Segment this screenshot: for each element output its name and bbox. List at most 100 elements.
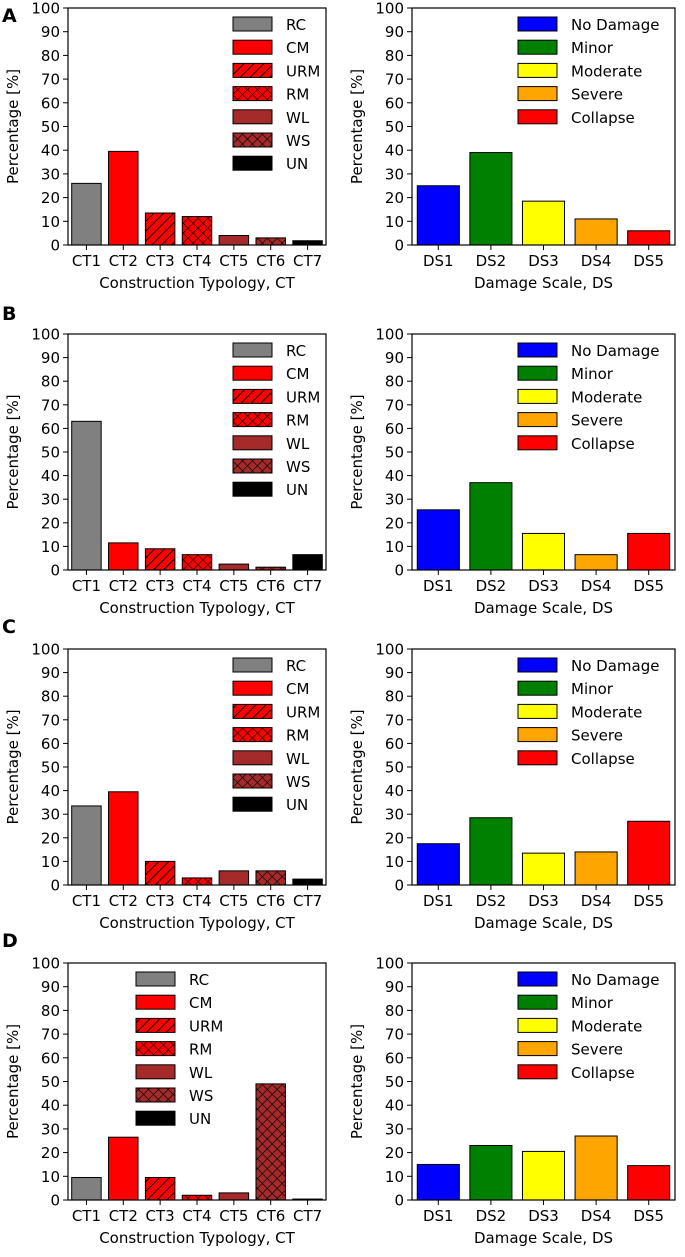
y-tick-label: 60 xyxy=(41,420,60,438)
x-tick-label: DS5 xyxy=(633,892,664,910)
bar-ds4 xyxy=(574,218,618,246)
chart-c-construction: 0 10 20 30 40 50 60 70 80 90 100 CT1 CT2 CT3 CT4 CT5 CT6… xyxy=(4,641,327,932)
x-axis-label: Construction Typology, CT xyxy=(99,1229,295,1247)
x-tick-label: DS2 xyxy=(476,252,507,270)
legend-label: Moderate xyxy=(571,388,642,406)
legend-label: URM xyxy=(286,62,320,80)
bar-ds5 xyxy=(627,532,671,571)
x-axis-label: Damage Scale, DS xyxy=(474,914,613,932)
legend-label: WL xyxy=(286,109,310,127)
x-tick-label: CT3 xyxy=(146,577,175,595)
legend-swatch xyxy=(232,86,273,102)
y-tick-label: 100 xyxy=(375,955,404,973)
legend-label: URM xyxy=(189,1017,223,1035)
legend-swatch xyxy=(135,1087,176,1103)
x-tick-label: DS5 xyxy=(633,577,664,595)
chart-d-construction: 0 10 20 30 40 50 60 70 80 90 100 CT1 CT2 CT3 CT4 CT5 CT6… xyxy=(4,955,327,1247)
legend-label: RC xyxy=(286,342,306,360)
y-tick-label: 70 xyxy=(385,71,404,89)
legend-swatch xyxy=(232,39,273,55)
y-tick-label: 90 xyxy=(41,978,60,996)
x-tick-label: CT2 xyxy=(109,892,138,910)
plot-frame xyxy=(67,648,327,886)
y-tick-label: 50 xyxy=(385,759,404,777)
x-tick-label: CT1 xyxy=(72,1207,101,1225)
y-tick-label: 70 xyxy=(41,1026,60,1044)
y-tick-label: 30 xyxy=(41,165,60,183)
y-tick-label: 10 xyxy=(385,213,404,231)
y-axis-label: Percentage [%] xyxy=(4,1024,22,1139)
x-tick-label: CT7 xyxy=(293,892,322,910)
legend-swatch xyxy=(517,86,558,102)
legend-swatch xyxy=(135,1110,176,1126)
y-tick-label: 70 xyxy=(41,396,60,414)
legend-swatch xyxy=(232,773,273,789)
legend-label: Severe xyxy=(571,412,623,430)
legend-swatch xyxy=(517,365,558,381)
panel-letter-b: B xyxy=(2,303,16,325)
legend-label: Severe xyxy=(571,86,623,104)
plot-frame xyxy=(411,962,676,1201)
legend-label: WS xyxy=(286,773,310,791)
y-tick-label: 50 xyxy=(41,759,60,777)
y-tick-label: 0 xyxy=(394,877,404,895)
legend-swatch xyxy=(232,796,273,812)
y-tick-label: 50 xyxy=(41,1073,60,1091)
legend-label: RM xyxy=(189,1041,212,1059)
legend-swatch xyxy=(135,1041,176,1057)
x-tick-label: CT6 xyxy=(256,892,285,910)
legend-label: No Damage xyxy=(571,971,659,989)
legend-swatch xyxy=(517,62,558,78)
x-axis-label: Construction Typology, CT xyxy=(99,599,295,617)
legend-label: RC xyxy=(286,657,306,675)
x-tick-label: DS3 xyxy=(528,252,559,270)
y-tick-label: 30 xyxy=(41,1120,60,1138)
bar-ct1 xyxy=(71,1176,102,1201)
bar-ds4 xyxy=(574,1135,618,1201)
legend-label: Moderate xyxy=(571,703,642,721)
y-tick-label: 0 xyxy=(394,237,404,255)
y-axis-label: Percentage [%] xyxy=(4,394,22,509)
bar-ct2 xyxy=(108,1136,139,1201)
y-tick-label: 50 xyxy=(385,118,404,136)
bar-ds2 xyxy=(469,1144,513,1201)
legend-swatch xyxy=(517,750,558,766)
bar-ct3 xyxy=(144,548,176,571)
y-tick-label: 60 xyxy=(385,420,404,438)
legend-label: WS xyxy=(286,132,310,150)
legend-swatch xyxy=(517,388,558,404)
legend-label: Minor xyxy=(571,994,614,1012)
plot-frame xyxy=(411,333,676,571)
y-tick-label: 10 xyxy=(385,1168,404,1186)
x-tick-label: DS1 xyxy=(423,577,454,595)
legend-label: WL xyxy=(286,750,310,768)
y-tick-label: 20 xyxy=(385,514,404,532)
bar-ct5 xyxy=(218,870,250,886)
y-tick-label: 50 xyxy=(41,118,60,136)
y-tick-label: 40 xyxy=(385,782,404,800)
legend-label: RC xyxy=(286,16,306,34)
bar-ds3 xyxy=(521,200,566,246)
chart-b-construction: 0 10 20 30 40 50 60 70 80 90 100 CT1 CT2 CT3 CT4 CT5 CT6… xyxy=(4,326,327,617)
legend-swatch xyxy=(517,1041,558,1057)
bar-ct5 xyxy=(218,563,250,571)
y-tick-label: 80 xyxy=(41,1002,60,1020)
legend-label: Severe xyxy=(571,727,623,745)
bar-ct2 xyxy=(108,150,139,246)
bar-ct3 xyxy=(144,1176,176,1201)
legend-label: WL xyxy=(286,435,310,453)
y-tick-label: 100 xyxy=(375,641,404,659)
legend-label: Minor xyxy=(571,365,614,383)
legend-label: URM xyxy=(286,388,320,406)
y-tick-label: 0 xyxy=(394,1192,404,1210)
legend-label: RC xyxy=(189,971,209,989)
legend-swatch xyxy=(517,435,558,451)
legend-label: Minor xyxy=(571,39,614,57)
y-tick-label: 80 xyxy=(41,688,60,706)
legend-swatch xyxy=(517,412,558,428)
y-tick-label: 80 xyxy=(41,373,60,391)
bar-ds1 xyxy=(416,1163,460,1201)
bar-ct7 xyxy=(292,554,323,571)
y-tick-label: 40 xyxy=(41,782,60,800)
